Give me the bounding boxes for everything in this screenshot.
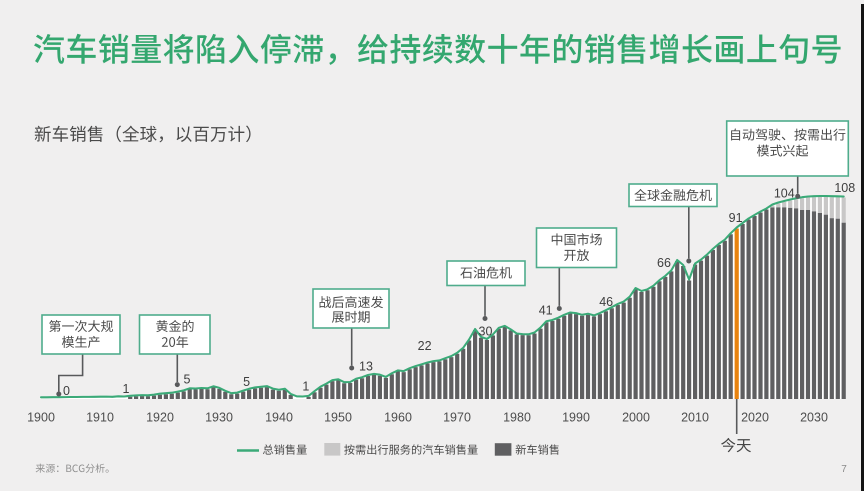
svg-text:104: 104 [774, 187, 795, 201]
svg-text:7: 7 [841, 464, 847, 475]
svg-text:1: 1 [123, 382, 130, 396]
svg-text:66: 66 [657, 256, 671, 270]
svg-text:46: 46 [599, 295, 613, 309]
svg-text:1920: 1920 [146, 411, 174, 425]
svg-text:5: 5 [184, 373, 191, 387]
svg-text:1: 1 [302, 380, 309, 394]
svg-text:1970: 1970 [443, 411, 471, 425]
svg-text:30: 30 [479, 325, 493, 339]
svg-text:2000: 2000 [622, 411, 650, 425]
svg-text:22: 22 [418, 339, 432, 353]
svg-text:1990: 1990 [562, 411, 590, 425]
svg-text:1900: 1900 [27, 411, 55, 425]
svg-text:1960: 1960 [384, 411, 412, 425]
svg-text:2030: 2030 [800, 411, 828, 425]
svg-text:1950: 1950 [324, 411, 352, 425]
svg-text:13: 13 [359, 360, 373, 374]
svg-text:1940: 1940 [265, 411, 293, 425]
svg-text:108: 108 [834, 181, 855, 195]
svg-text:5: 5 [243, 375, 250, 389]
svg-text:2010: 2010 [681, 411, 709, 425]
svg-text:2020: 2020 [741, 411, 769, 425]
svg-text:41: 41 [539, 303, 553, 317]
svg-text:1910: 1910 [86, 411, 114, 425]
svg-text:1930: 1930 [205, 411, 233, 425]
svg-text:0: 0 [63, 384, 70, 398]
svg-text:1980: 1980 [503, 411, 531, 425]
svg-text:91: 91 [729, 211, 743, 225]
